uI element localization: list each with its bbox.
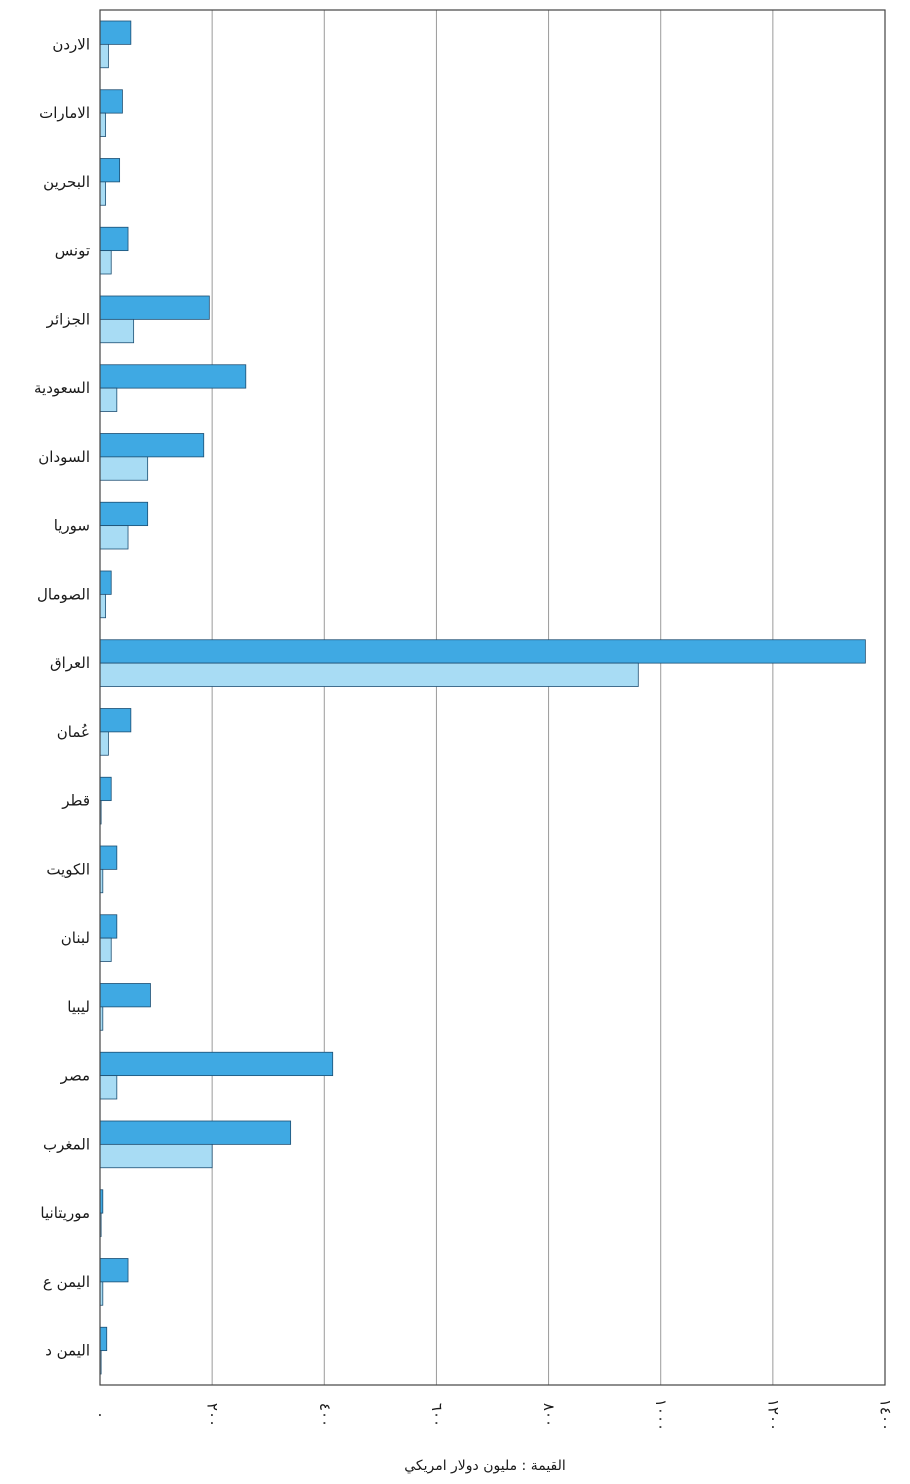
category-label: العراق	[50, 654, 90, 672]
x-tick-labels: ٠ ٢٠٠ ٤٠٠ ٦٠٠ ٨٠٠ ١٠٠٠ ١٢٠٠ ١٤٠٠	[92, 1399, 895, 1431]
bar-series-1	[99, 295, 210, 320]
category-label: الامارات	[39, 104, 90, 122]
bar-series-2	[99, 250, 112, 275]
category-label: عُمان	[57, 723, 90, 741]
category-label: السودان	[38, 448, 90, 466]
category-label: اليمن ع	[43, 1273, 90, 1291]
category-label: المغرب	[43, 1135, 90, 1153]
bar-series-2	[99, 937, 112, 962]
plot-border	[99, 9, 886, 1386]
category-label: لبنان	[61, 929, 90, 947]
x-tick-label: ٢٠٠	[204, 1403, 222, 1427]
bar-series-1	[99, 501, 149, 527]
bar-series-1	[99, 914, 118, 939]
bar-series-2	[99, 181, 107, 206]
bar-series-1	[99, 1051, 334, 1077]
bars	[99, 20, 866, 1375]
category-label: قطر	[61, 792, 90, 810]
category-label: الصومال	[37, 585, 90, 603]
bar-series-2	[99, 387, 118, 412]
bar-series-1	[99, 1326, 108, 1352]
bar-series-2	[99, 662, 639, 687]
x-tick-label: ١٠٠٠	[652, 1399, 670, 1431]
bar-series-1	[99, 639, 866, 664]
bar-series-1	[99, 158, 121, 183]
bar-series-2	[99, 1075, 118, 1100]
category-label: الجزائر	[46, 310, 90, 328]
x-tick-label: ٨٠٠	[540, 1403, 558, 1427]
bar-series-1	[99, 776, 112, 802]
x-tick-label: ١٢٠٠	[764, 1399, 782, 1431]
category-label: موريتانيا	[40, 1204, 90, 1222]
bar-series-2	[99, 318, 135, 344]
bar-series-1	[99, 708, 132, 733]
category-label: سوريا	[54, 517, 90, 535]
bar-series-1	[99, 226, 129, 252]
x-tick-label: ٠	[92, 1411, 110, 1419]
category-label: الاردن	[52, 35, 90, 53]
category-label: تونس	[55, 242, 90, 260]
category-label: اليمن د	[45, 1342, 90, 1360]
category-label: السعودية	[34, 379, 90, 397]
bar-series-1	[99, 1258, 129, 1283]
x-tick-label: ٤٠٠	[316, 1403, 334, 1427]
plot-frame	[99, 9, 886, 1386]
bar-series-1	[99, 433, 205, 458]
bar-series-1	[99, 20, 132, 45]
bar-series-1	[99, 983, 151, 1008]
gridlines	[211, 10, 774, 1385]
bar-series-2	[99, 731, 109, 756]
category-label: الكويت	[46, 860, 90, 878]
bar-series-2	[99, 593, 107, 619]
x-tick-label: ١٤٠٠	[877, 1399, 895, 1431]
bar-series-1	[99, 1120, 292, 1145]
bar-series-2	[99, 43, 109, 69]
bar-series-1	[99, 845, 118, 870]
bar-series-2	[99, 456, 149, 481]
bar-series-2	[99, 525, 129, 550]
category-labels: الاردن الامارات البحرين تونس الجزائر السعودية…	[34, 35, 90, 1359]
bar-series-1	[99, 89, 123, 114]
category-label: مصر	[60, 1067, 90, 1085]
x-tick-label: ٦٠٠	[428, 1403, 446, 1427]
category-label: ليبيا	[67, 998, 90, 1016]
bar-series-2	[99, 112, 107, 137]
bar-series-1	[99, 364, 247, 389]
x-axis-title: القيمة : مليون دولار امريكي	[404, 1458, 566, 1474]
bar-series-2	[99, 1143, 213, 1169]
bar-series-1	[99, 570, 112, 595]
category-label: البحرين	[43, 173, 90, 191]
